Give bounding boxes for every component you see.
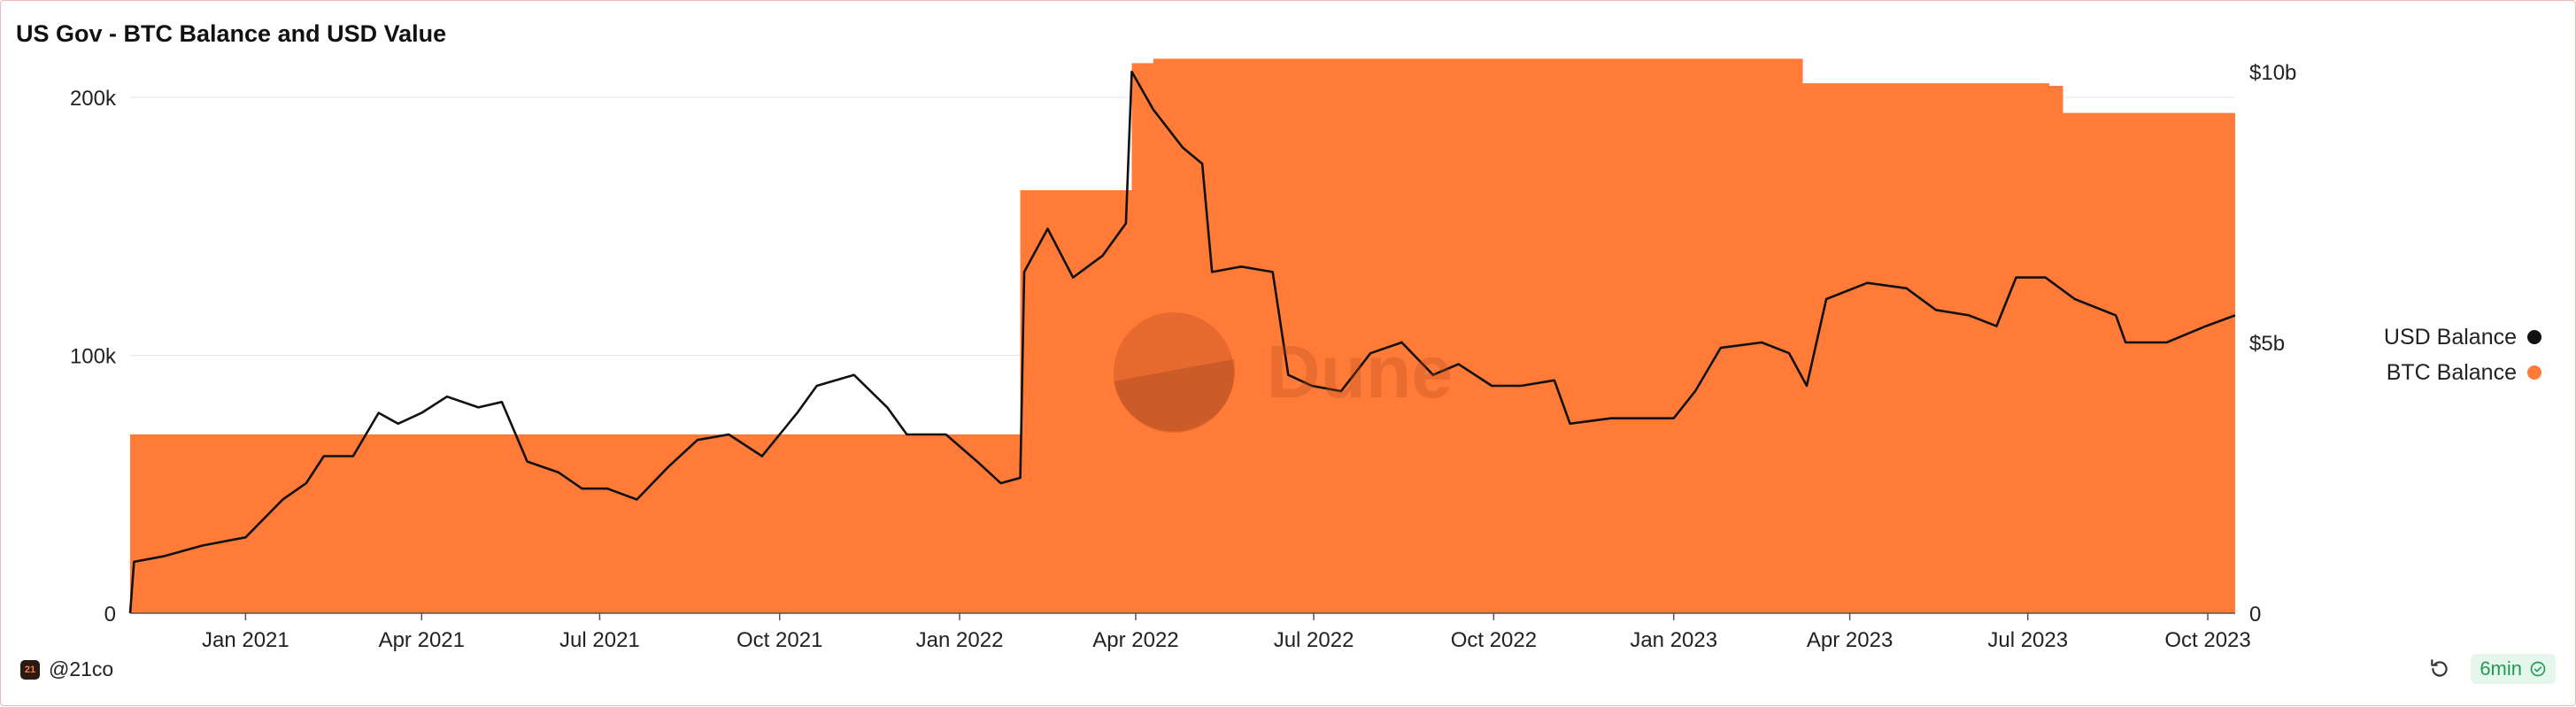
- footer-status: 6min: [2428, 654, 2556, 684]
- axis-layer: 0 100k 200k 0 $5b $10b Jan 2021 Apr 2021 Jul 202…: [70, 61, 2296, 652]
- x-tick-11: Oct 2023: [2164, 628, 2250, 652]
- x-tick-4: Jan 2022: [916, 628, 1004, 652]
- btc-area-layer: [130, 58, 2235, 613]
- x-tick-2: Jul 2021: [559, 628, 640, 652]
- refresh-icon[interactable]: [2428, 657, 2451, 680]
- usd-balance-line: [128, 70, 2236, 614]
- y-right-tick-1: $5b: [2249, 332, 2285, 356]
- check-circle-icon: [2530, 661, 2546, 677]
- watermark-text: Dune: [1267, 330, 1453, 413]
- refresh-age-text: 6min: [2480, 657, 2522, 680]
- x-tick-9: Apr 2023: [1807, 628, 1893, 652]
- y-right-tick-0: 0: [2249, 603, 2261, 626]
- legend: USD Balance BTC Balance: [2384, 319, 2541, 390]
- legend-label-btc-balance: BTC Balance: [2386, 359, 2517, 385]
- author-link[interactable]: 21 @21co: [20, 657, 113, 681]
- legend-label-usd-balance: USD Balance: [2383, 324, 2517, 350]
- dune-logo-shade-icon: [1114, 359, 1236, 432]
- author-name: @21co: [49, 657, 114, 680]
- watermark: Dune: [1114, 312, 1453, 433]
- x-tick-3: Oct 2021: [737, 628, 822, 652]
- x-tick-0: Jan 2021: [202, 628, 289, 652]
- btc-balance-area: [130, 58, 2235, 613]
- x-tick-7: Oct 2022: [1451, 628, 1537, 652]
- x-tick-8: Jan 2023: [1630, 628, 1717, 652]
- refresh-age-badge: 6min: [2471, 654, 2556, 684]
- avatar: 21: [20, 659, 40, 680]
- legend-dot-usd-balance: [2527, 330, 2541, 344]
- legend-dot-btc-balance: [2527, 365, 2541, 380]
- dune-logo-icon: [1114, 312, 1234, 433]
- legend-item-btc-balance[interactable]: BTC Balance: [2384, 355, 2541, 390]
- y-left-tick-0: 0: [104, 603, 116, 626]
- y-right-tick-2: $10b: [2249, 61, 2296, 85]
- chart-title: US Gov - BTC Balance and USD Value: [16, 20, 447, 47]
- x-tick-5: Apr 2022: [1092, 628, 1178, 652]
- x-tick-10: Jul 2023: [1987, 628, 2068, 652]
- y-left-tick-2: 200k: [70, 87, 117, 111]
- usd-line-layer: [128, 70, 2236, 614]
- x-tick-6: Jul 2022: [1274, 628, 1354, 652]
- y-left-tick-1: 100k: [70, 345, 117, 369]
- legend-item-usd-balance[interactable]: USD Balance: [2384, 319, 2541, 355]
- x-tick-1: Apr 2021: [379, 628, 465, 652]
